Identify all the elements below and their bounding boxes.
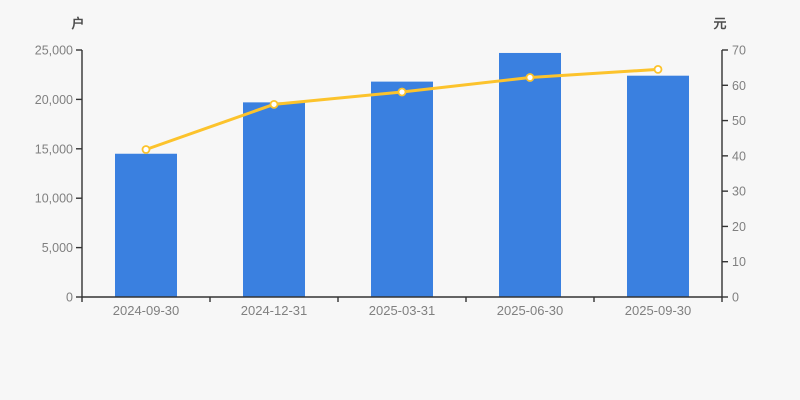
left-axis-tick-label: 10,000 xyxy=(35,192,73,206)
bar xyxy=(371,81,433,297)
right-axis-tick-label: 30 xyxy=(732,185,746,199)
bar xyxy=(627,75,689,297)
left-axis-unit-label: 户 xyxy=(71,16,84,31)
right-axis-tick-label: 40 xyxy=(732,149,746,163)
x-axis-category-label: 2025-09-30 xyxy=(625,303,692,318)
line-point xyxy=(653,65,663,74)
x-axis-category-label: 2025-06-30 xyxy=(497,303,564,318)
right-axis-tick-label: 10 xyxy=(732,255,746,269)
left-axis-tick-label: 20,000 xyxy=(35,93,73,107)
bar xyxy=(243,102,305,297)
left-axis-tick-label: 0 xyxy=(66,291,73,305)
x-axis-category-label: 2024-09-30 xyxy=(113,303,180,318)
bar xyxy=(115,153,177,297)
x-axis-category-label: 2025-03-31 xyxy=(369,303,436,318)
right-axis-tick-label: 20 xyxy=(732,220,746,234)
left-axis-tick-label: 5,000 xyxy=(42,241,73,255)
left-axis-tick-label: 25,000 xyxy=(35,44,73,58)
left-axis-tick-label: 15,000 xyxy=(35,142,73,156)
right-axis-tick-label: 60 xyxy=(732,79,746,93)
bar xyxy=(499,52,561,297)
x-axis-category-label: 2024-12-31 xyxy=(241,303,308,318)
right-axis-tick-label: 50 xyxy=(732,114,746,128)
line-point xyxy=(269,99,279,109)
line-point xyxy=(525,73,535,82)
line-point xyxy=(397,87,407,97)
right-axis-unit-label: 元 xyxy=(713,16,726,31)
line-point xyxy=(141,145,151,154)
right-axis-tick-label: 70 xyxy=(732,44,746,58)
right-axis-tick-label: 0 xyxy=(732,291,739,305)
